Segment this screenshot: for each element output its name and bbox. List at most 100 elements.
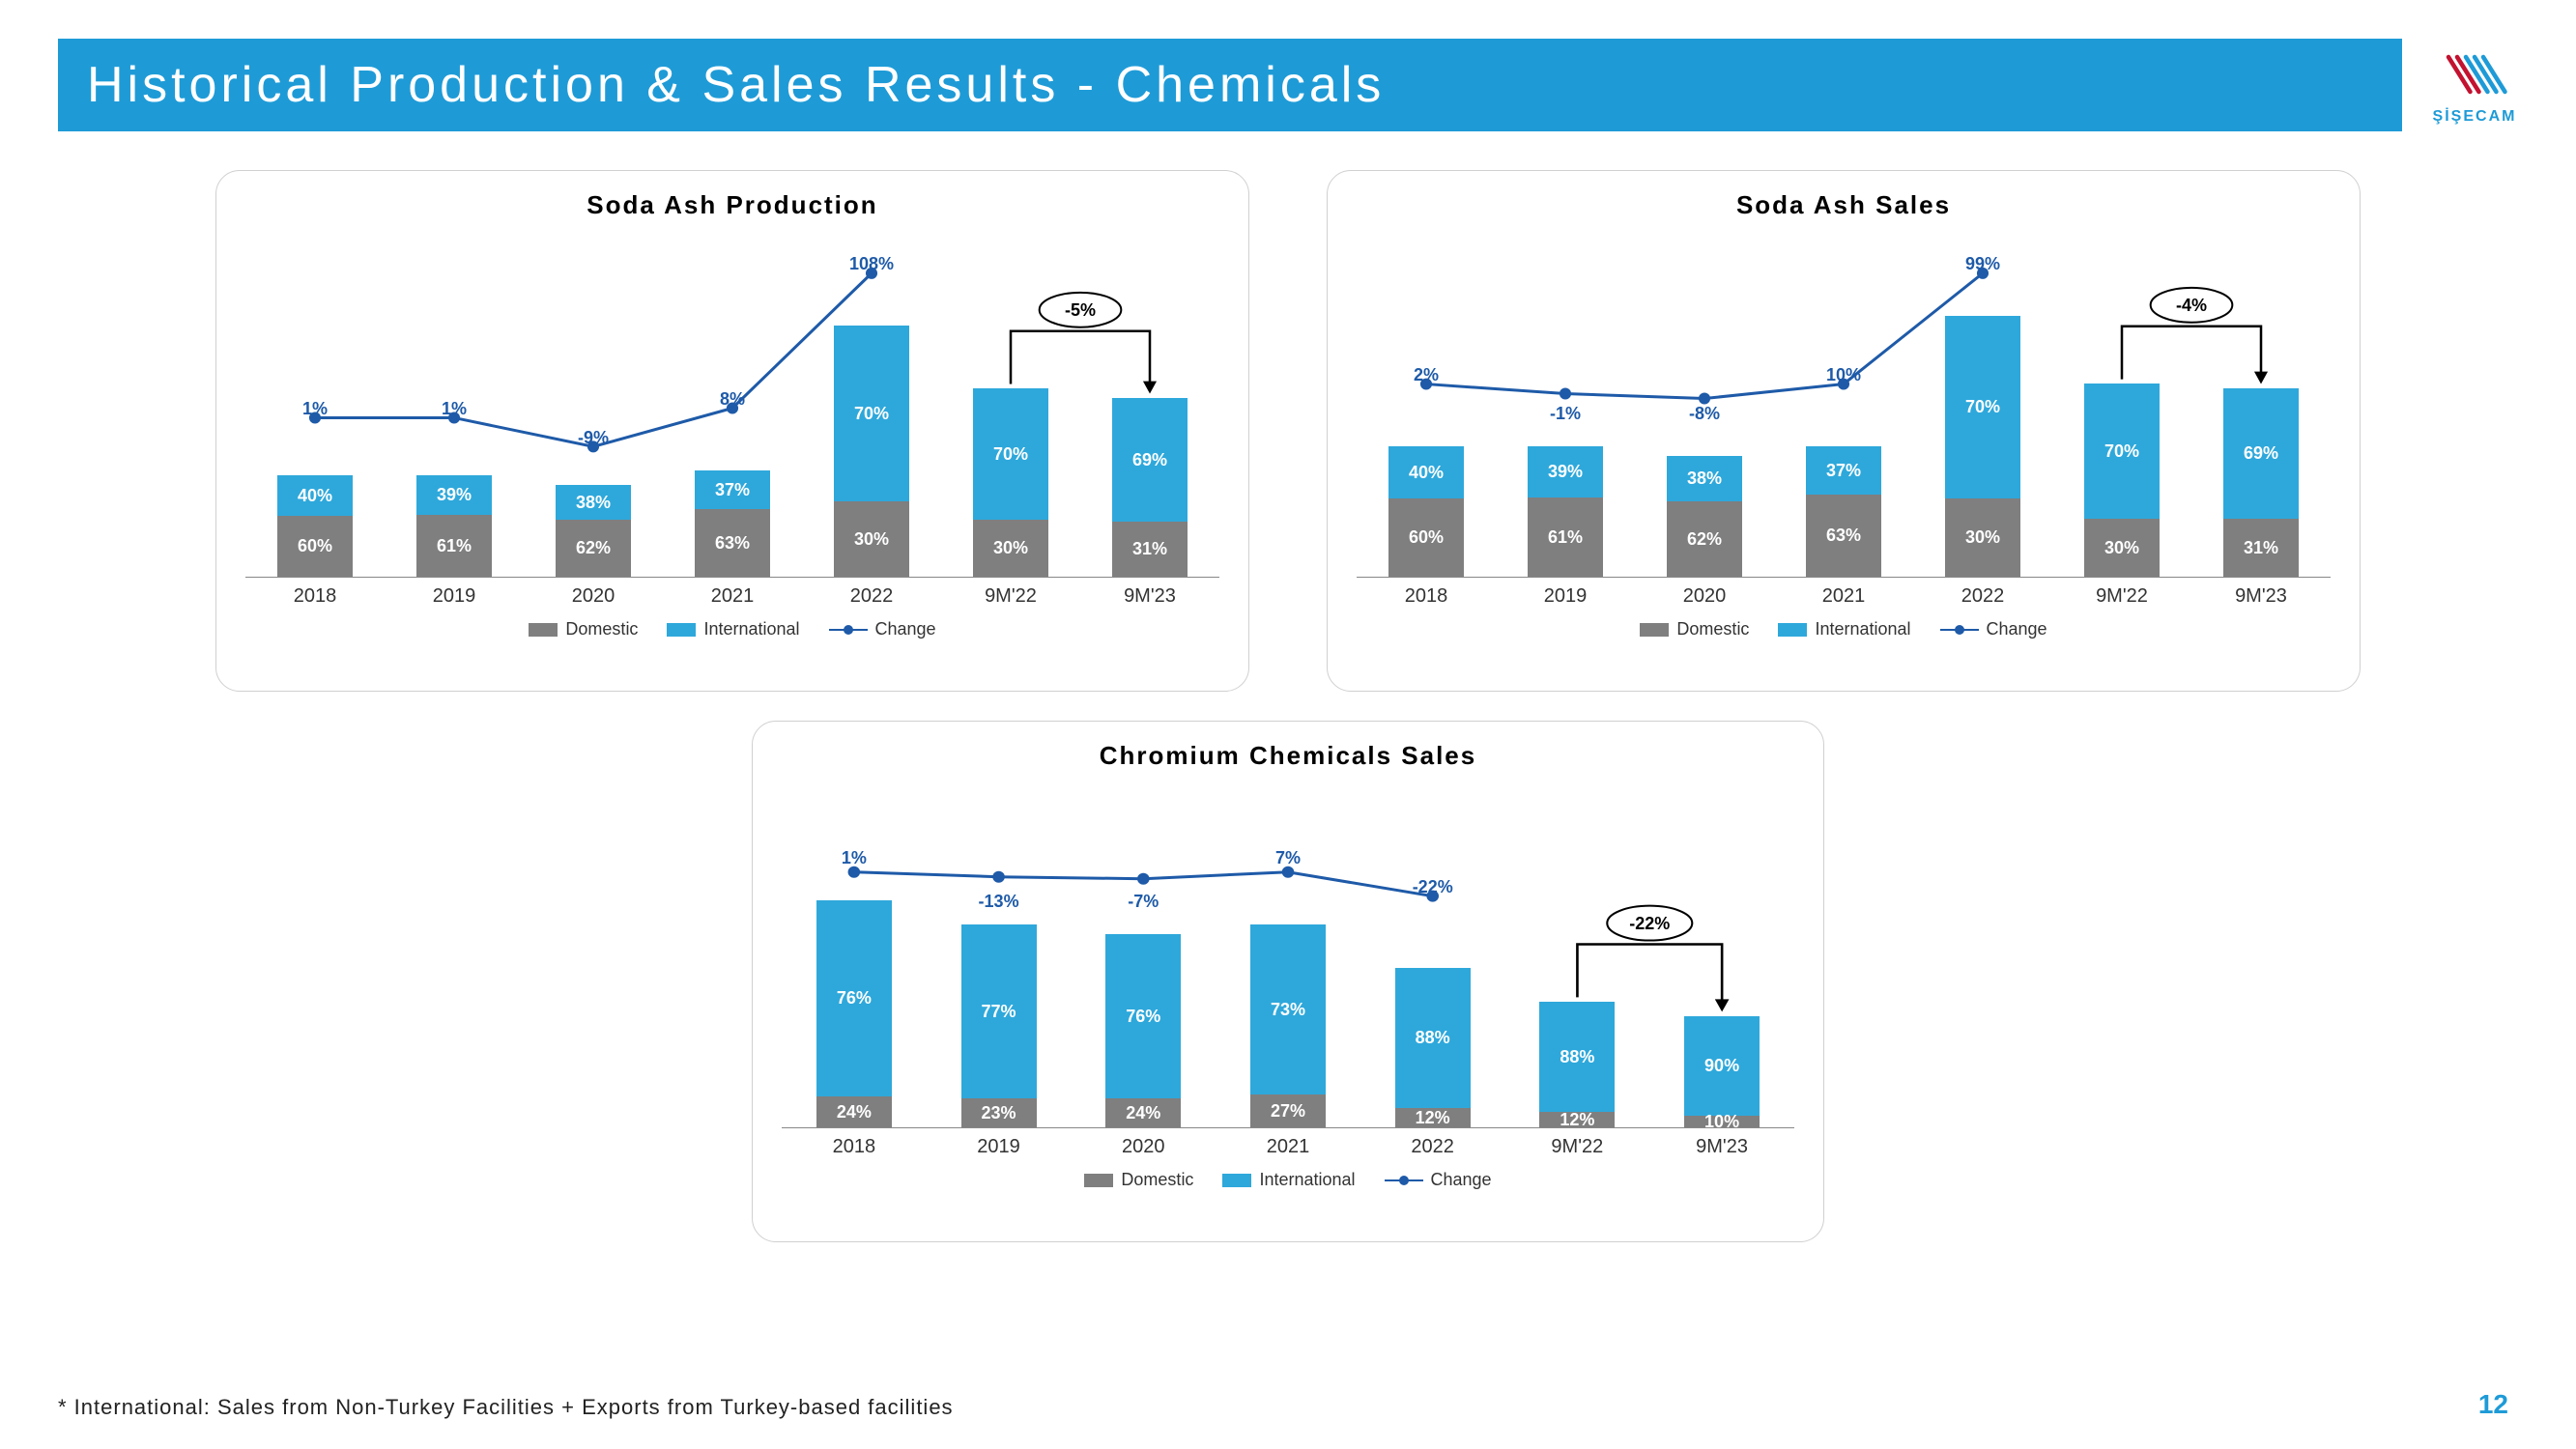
legend-change: Change: [1385, 1170, 1492, 1190]
page-title: Historical Production & Sales Results - …: [58, 39, 2402, 131]
segment-domestic: 12%: [1395, 1108, 1471, 1127]
change-label: 1%: [842, 848, 867, 868]
segment-international: 37%: [1806, 446, 1881, 495]
chart-area: 60%40%61%39%62%38%63%37%30%70%30%70%31%6…: [245, 230, 1219, 578]
x-axis-label: 2021: [1800, 585, 1887, 608]
x-axis-label: 2019: [1522, 585, 1609, 608]
bar-column: 24%76%: [811, 781, 898, 1127]
segment-domestic: 27%: [1250, 1094, 1326, 1127]
segment-domestic: 61%: [1528, 497, 1603, 577]
segment-domestic: 31%: [2223, 519, 2299, 577]
bar-column: 30%70%: [828, 230, 915, 577]
legend-international: International: [1778, 619, 1910, 639]
bar-column: 30%70%: [2078, 230, 2165, 577]
bar-column: 12%88%: [1389, 781, 1476, 1127]
change-label: 8%: [720, 389, 745, 410]
x-axis-label: 2020: [1661, 585, 1748, 608]
legend-domestic: Domestic: [1084, 1170, 1193, 1190]
change-label: 1%: [442, 399, 467, 419]
segment-international: 40%: [277, 475, 353, 516]
segment-domestic: 31%: [1112, 522, 1188, 577]
change-label: -13%: [979, 892, 1019, 912]
bar-column: 31%69%: [1106, 230, 1193, 577]
segment-domestic: 63%: [1806, 495, 1881, 577]
segment-domestic: 63%: [695, 509, 770, 577]
chart-title: Soda Ash Production: [245, 190, 1219, 220]
x-axis-label: 2018: [1383, 585, 1470, 608]
bar-column: 31%69%: [2218, 230, 2304, 577]
segment-domestic: 24%: [1105, 1098, 1181, 1127]
legend-domestic: Domestic: [1640, 619, 1749, 639]
x-axis-label: 9M'23: [2218, 585, 2304, 608]
legend-international: International: [667, 619, 799, 639]
segment-international: 76%: [816, 900, 892, 1096]
legend-international: International: [1222, 1170, 1355, 1190]
segment-international: 70%: [2084, 384, 2160, 519]
segment-international: 90%: [1684, 1016, 1760, 1116]
segment-domestic: 23%: [961, 1098, 1037, 1127]
bar-column: 60%40%: [1383, 230, 1470, 577]
legend: Domestic International Change: [1357, 619, 2331, 639]
header: Historical Production & Sales Results - …: [58, 39, 2518, 131]
bracket-label: -5%: [1065, 300, 1096, 321]
change-label: 7%: [1275, 848, 1301, 868]
chart-title: Chromium Chemicals Sales: [782, 741, 1794, 771]
bar-column: 30%70%: [1939, 230, 2026, 577]
segment-domestic: 30%: [2084, 519, 2160, 577]
chart-soda-ash-sales: Soda Ash Sales60%40%61%39%62%38%63%37%30…: [1327, 170, 2361, 692]
segment-international: 70%: [973, 388, 1048, 520]
segment-international: 39%: [416, 475, 492, 515]
bar-column: 27%73%: [1245, 781, 1331, 1127]
chart-area: 60%40%61%39%62%38%63%37%30%70%30%70%31%6…: [1357, 230, 2331, 578]
x-axis-label: 2018: [272, 585, 358, 608]
segment-international: 38%: [1667, 456, 1742, 501]
x-axis-label: 2022: [1939, 585, 2026, 608]
segment-international: 88%: [1539, 1002, 1615, 1112]
legend: Domestic International Change: [245, 619, 1219, 639]
change-label: 108%: [849, 254, 894, 274]
segment-domestic: 12%: [1539, 1112, 1615, 1127]
segment-international: 69%: [1112, 398, 1188, 522]
change-label: -8%: [1689, 404, 1720, 424]
segment-domestic: 60%: [1388, 498, 1464, 577]
segment-international: 39%: [1528, 446, 1603, 497]
change-label: -1%: [1550, 404, 1581, 424]
segment-international: 76%: [1105, 934, 1181, 1098]
segment-domestic: 24%: [816, 1096, 892, 1127]
segment-international: 69%: [2223, 388, 2299, 519]
segment-domestic: 61%: [416, 515, 492, 577]
legend-domestic: Domestic: [529, 619, 638, 639]
sisecam-logo-icon: [2431, 45, 2518, 103]
chart-soda-ash-production: Soda Ash Production 60%40% 61%39% 62%38% 63%…: [215, 170, 1249, 692]
legend: Domestic International Change: [782, 1170, 1794, 1190]
bar-column: 63%37%: [1800, 230, 1887, 577]
chart-chromium-sales: Chromium Chemicals Sales24%76%23%77%24%7…: [752, 721, 1824, 1242]
segment-international: 38%: [556, 485, 631, 520]
segment-domestic: 62%: [556, 520, 631, 577]
segment-international: 70%: [1945, 316, 2020, 498]
bar-column: 10%90%: [1678, 781, 1765, 1127]
x-axis-label: 2021: [1245, 1136, 1331, 1158]
x-axis-label: 2018: [811, 1136, 898, 1158]
segment-international: 77%: [961, 924, 1037, 1098]
x-axis-label: 2020: [1100, 1136, 1187, 1158]
legend-change: Change: [1940, 619, 2047, 639]
segment-domestic: 30%: [834, 501, 909, 577]
footnote: * International: Sales from Non-Turkey F…: [58, 1395, 954, 1420]
x-axis-label: 9M'23: [1678, 1136, 1765, 1158]
x-axis-label: 2020: [550, 585, 637, 608]
segment-domestic: 30%: [1945, 498, 2020, 577]
chart-title: Soda Ash Sales: [1357, 190, 2331, 220]
segment-domestic: 30%: [973, 520, 1048, 577]
segment-international: 88%: [1395, 968, 1471, 1108]
change-label: 99%: [1965, 254, 2000, 274]
chart-area: 24%76%23%77%24%76%27%73%12%88%12%88%10%9…: [782, 781, 1794, 1128]
bracket-label: -4%: [2176, 296, 2207, 316]
legend-change: Change: [829, 619, 936, 639]
x-axis-label: 2019: [411, 585, 498, 608]
x-axis-label: 9M'23: [1106, 585, 1193, 608]
bar-column: 62%38%: [550, 230, 637, 577]
x-axis-label: 2021: [689, 585, 776, 608]
segment-domestic: 60%: [277, 516, 353, 577]
segment-international: 37%: [695, 470, 770, 509]
